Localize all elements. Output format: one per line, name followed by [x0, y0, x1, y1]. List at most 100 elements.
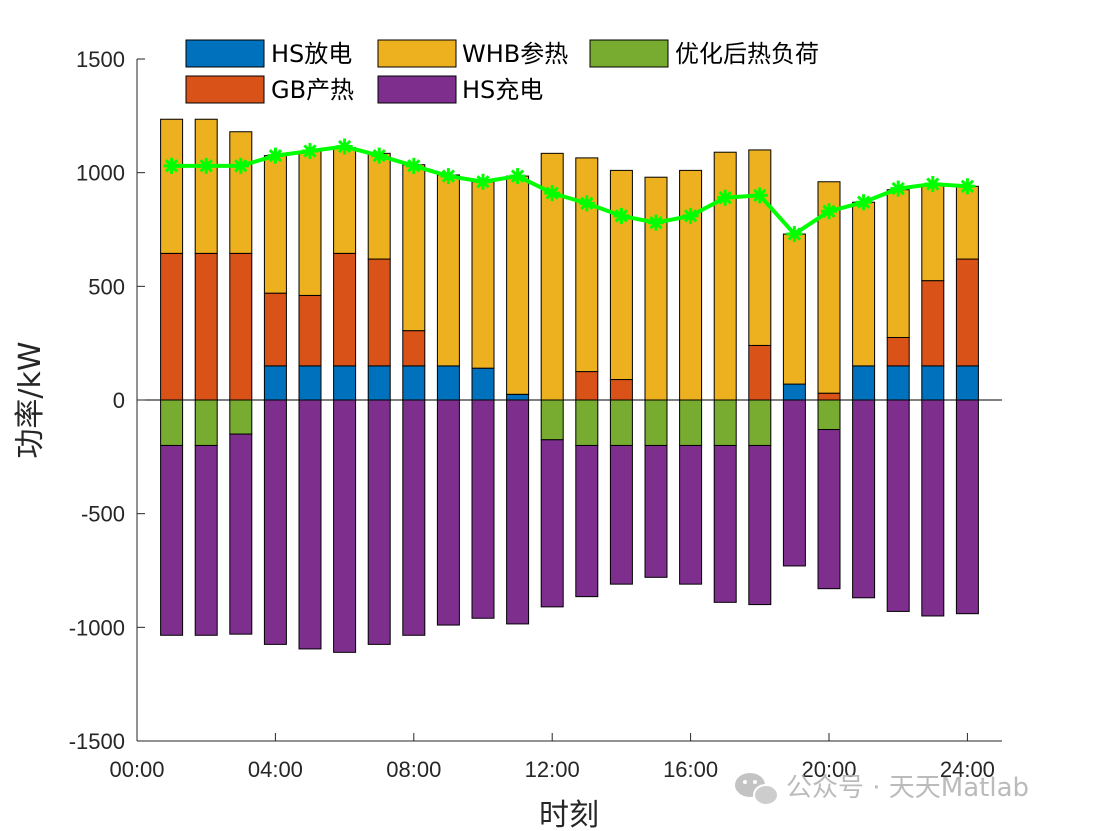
load-curve-point [924, 176, 941, 193]
bar-segment [194, 252, 218, 401]
bar-segment [748, 344, 772, 401]
load-curve-line [171, 144, 968, 237]
bar-segment [229, 433, 253, 635]
bar-segment [194, 399, 218, 446]
y-tick-label: 1000 [76, 161, 125, 186]
y-tick-label: 0 [113, 388, 125, 413]
bar-segment [229, 399, 253, 435]
bar-segment [679, 399, 703, 446]
load-curve-point [578, 195, 595, 212]
bar-segment [886, 399, 910, 612]
bar-segment [367, 258, 391, 367]
x-tick-label: 08:00 [386, 757, 441, 782]
bar-segment [160, 444, 184, 636]
bar-segment [713, 399, 737, 446]
bar-segment [679, 169, 703, 401]
load-curve-point [821, 203, 837, 220]
legend-swatch-optimized-load [589, 39, 669, 68]
x-tick-label: 12:00 [525, 757, 580, 782]
bar-segment [852, 201, 876, 367]
bar-segment [506, 399, 530, 625]
bar-segment [471, 399, 495, 619]
load-curve-point [405, 157, 422, 174]
bar-segment [748, 399, 772, 446]
bar-segment [263, 155, 287, 294]
bar-segment [575, 157, 599, 373]
x-tick-label: 04:00 [248, 757, 303, 782]
bar-segment [748, 444, 772, 606]
bar-segment [817, 392, 841, 401]
y-tick-label: -500 [81, 502, 125, 527]
bar-segment [194, 118, 218, 254]
bar-segment [263, 292, 287, 367]
bar-segment [609, 399, 633, 446]
load-curve-point [717, 189, 734, 206]
bar-segment [402, 330, 426, 367]
bar-segment [540, 399, 564, 441]
y-tick-label: -1000 [69, 615, 125, 640]
wechat-icon [735, 773, 779, 806]
load-curve-point [163, 157, 180, 174]
load-curve-point [959, 178, 976, 195]
bar-segment [782, 399, 806, 567]
bar-segment [852, 399, 876, 599]
bar-segment [160, 118, 184, 254]
legend-label-gb-heat: GB产热 [271, 76, 354, 104]
bar-segment [575, 399, 599, 446]
bar-segment [575, 444, 599, 598]
bar-segment [679, 444, 703, 585]
bar-segment [713, 444, 737, 603]
bar-segment [402, 164, 426, 332]
bar-segment [782, 383, 806, 401]
bar-segment [644, 176, 668, 401]
bar-segment [333, 399, 357, 653]
legend-background [181, 36, 837, 106]
bar-segment [160, 399, 184, 446]
bar-segment [921, 399, 945, 617]
bar-segment [367, 399, 391, 645]
load-curve-point [302, 143, 318, 160]
bar-segment [402, 365, 426, 401]
load-curve-point [198, 157, 215, 174]
load-curve-point [440, 168, 457, 185]
bar-segment [955, 185, 979, 260]
bar-segment [955, 365, 979, 401]
watermark: 公众号 · 天天Matlab [735, 773, 1029, 806]
bar-segment [471, 181, 495, 369]
load-curve-point [509, 168, 526, 185]
bar-segment [921, 365, 945, 401]
load-curve-point [890, 180, 907, 197]
bar-segment [921, 183, 945, 282]
bars-group [160, 118, 979, 653]
bar-segment [817, 181, 841, 394]
load-curve-point [232, 157, 249, 174]
x-tick-label: 00:00 [109, 757, 164, 782]
x-axis-label: 时刻 [539, 798, 599, 831]
bar-segment [609, 444, 633, 585]
legend-label-hs-charge: HS充电 [462, 76, 543, 104]
bar-segment [333, 252, 357, 367]
bar-segment [333, 365, 357, 401]
load-curve-point [267, 147, 284, 164]
bar-segment [575, 371, 599, 401]
bar-segment [713, 151, 737, 401]
bar-segment [852, 365, 876, 401]
bar-segment [817, 399, 841, 431]
bar-segment [436, 174, 460, 367]
load-curve-point [751, 187, 768, 204]
legend-swatch-whb-heat [377, 39, 457, 68]
load-curve-point [613, 207, 630, 224]
bar-segment [886, 336, 910, 367]
bar-segment [886, 189, 910, 338]
bar-segment [955, 399, 979, 615]
bar-segment [333, 147, 357, 254]
bar-segment [229, 252, 253, 401]
x-tick-label: 16:00 [663, 757, 718, 782]
y-axis-label: 功率/kW [13, 341, 48, 458]
bar-segment [540, 439, 564, 608]
load-curve-point [336, 138, 353, 155]
bar-segment [506, 175, 530, 395]
bar-segment [506, 393, 530, 401]
bar-segment [160, 252, 184, 401]
